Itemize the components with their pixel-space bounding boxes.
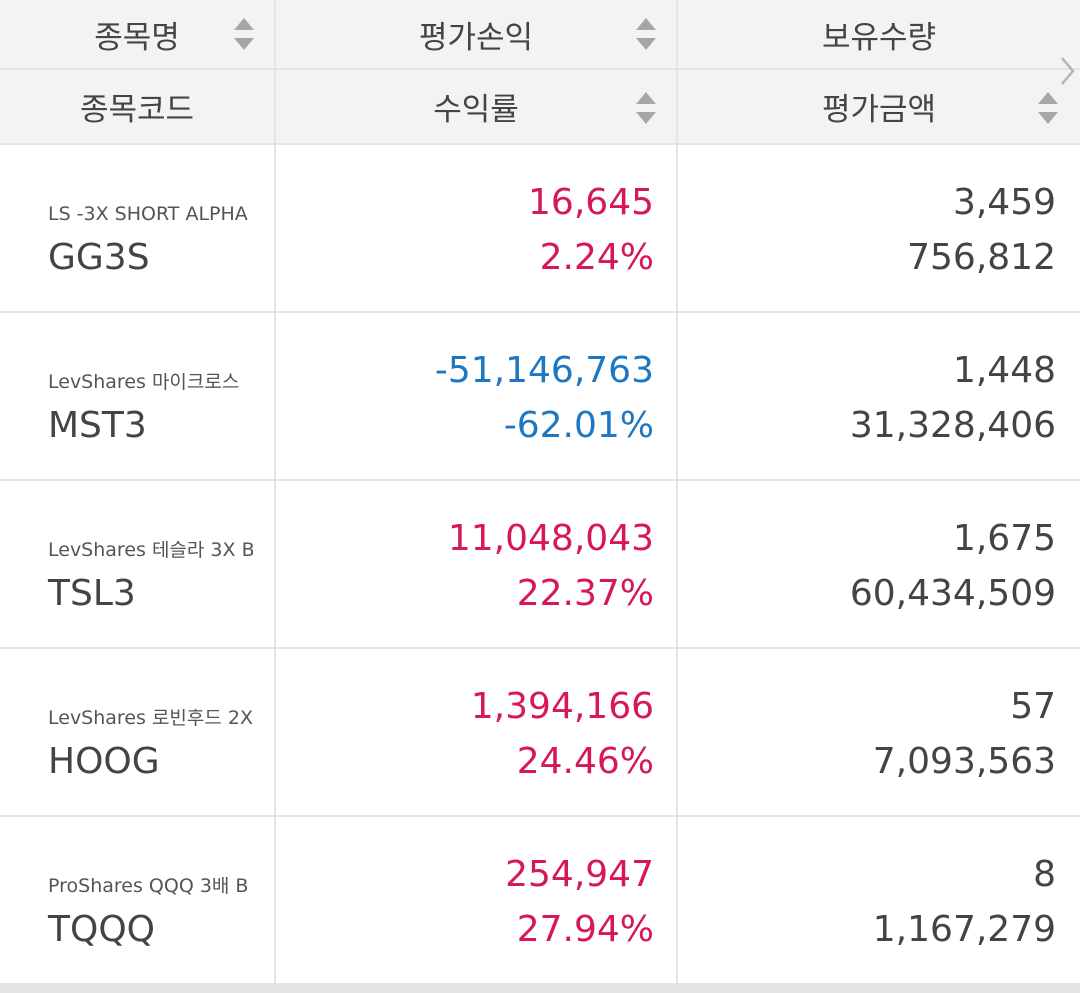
- body-cell[interactable]: -51,146,763 -62.01%: [276, 313, 676, 479]
- sort-button[interactable]: [634, 14, 658, 54]
- profit-loss: -51,146,763: [434, 350, 654, 391]
- return-rate: -62.01%: [503, 405, 654, 446]
- header-cell[interactable]: 평가금액: [678, 70, 1080, 143]
- body-cell[interactable]: 1,448 31,328,406: [678, 313, 1080, 479]
- header-cell[interactable]: 평가손익: [276, 0, 676, 68]
- valuation: 7,093,563: [872, 741, 1056, 782]
- stock-code: TQQQ: [48, 909, 155, 950]
- profit-loss: 16,645: [528, 182, 654, 223]
- profit-loss: 254,947: [505, 854, 654, 895]
- quantity: 1,675: [952, 518, 1056, 559]
- valuation: 756,812: [907, 237, 1056, 278]
- return-rate: 24.46%: [516, 741, 654, 782]
- valuation: 60,434,509: [849, 573, 1056, 614]
- body-cell[interactable]: ProShares QQQ 3배 B TQQQ: [0, 817, 274, 983]
- return-rate: 27.94%: [516, 909, 654, 950]
- valuation: 31,328,406: [849, 405, 1056, 446]
- header-cell[interactable]: 보유수량: [678, 0, 1080, 68]
- sort-button[interactable]: [1036, 88, 1060, 128]
- return-rate: 22.37%: [516, 573, 654, 614]
- body-cell[interactable]: 1,675 60,434,509: [678, 481, 1080, 647]
- body-cell[interactable]: 16,645 2.24%: [276, 145, 676, 311]
- quantity: 3,459: [952, 182, 1056, 223]
- stock-code: TSL3: [48, 573, 136, 614]
- header-cell[interactable]: 종목명: [0, 0, 274, 68]
- body-cell[interactable]: LevShares 마이크로스 MST3: [0, 313, 274, 479]
- profit-loss: 11,048,043: [447, 518, 654, 559]
- stock-name: LevShares 테슬라 3X B: [48, 541, 253, 560]
- header-cell[interactable]: 수익률: [276, 70, 676, 143]
- scroll-right[interactable]: [1058, 54, 1078, 88]
- sort-button[interactable]: [634, 88, 658, 128]
- stock-code: HOOG: [48, 741, 160, 782]
- stock-name: LevShares 마이크로스: [48, 373, 240, 392]
- stock-name: ProShares QQQ 3배 B: [48, 877, 249, 896]
- body-cell[interactable]: 254,947 27.94%: [276, 817, 676, 983]
- body-cell[interactable]: 57 7,093,563: [678, 649, 1080, 815]
- quantity: 1,448: [952, 350, 1056, 391]
- sort-button[interactable]: [232, 14, 256, 54]
- body-cell[interactable]: 3,459 756,812: [678, 145, 1080, 311]
- stock-name: LS -3X SHORT ALPHA: [48, 205, 248, 224]
- valuation: 1,167,279: [872, 909, 1056, 950]
- stock-name: LevShares 로빈후드 2X: [48, 709, 253, 728]
- body-cell[interactable]: LS -3X SHORT ALPHA GG3S: [0, 145, 274, 311]
- body-cell[interactable]: 8 1,167,279: [678, 817, 1080, 983]
- body-cell[interactable]: 1,394,166 24.46%: [276, 649, 676, 815]
- stock-code: MST3: [48, 405, 147, 446]
- body-cell[interactable]: 11,048,043 22.37%: [276, 481, 676, 647]
- body-cell[interactable]: LevShares 테슬라 3X B TSL3: [0, 481, 274, 647]
- profit-loss: 1,394,166: [470, 686, 654, 727]
- quantity: 57: [1010, 686, 1056, 727]
- quantity: 8: [1033, 854, 1056, 895]
- return-rate: 2.24%: [539, 237, 654, 278]
- body-cell[interactable]: LevShares 로빈후드 2X HOOG: [0, 649, 274, 815]
- stock-code: GG3S: [48, 237, 150, 278]
- header-cell: 종목코드: [0, 70, 274, 143]
